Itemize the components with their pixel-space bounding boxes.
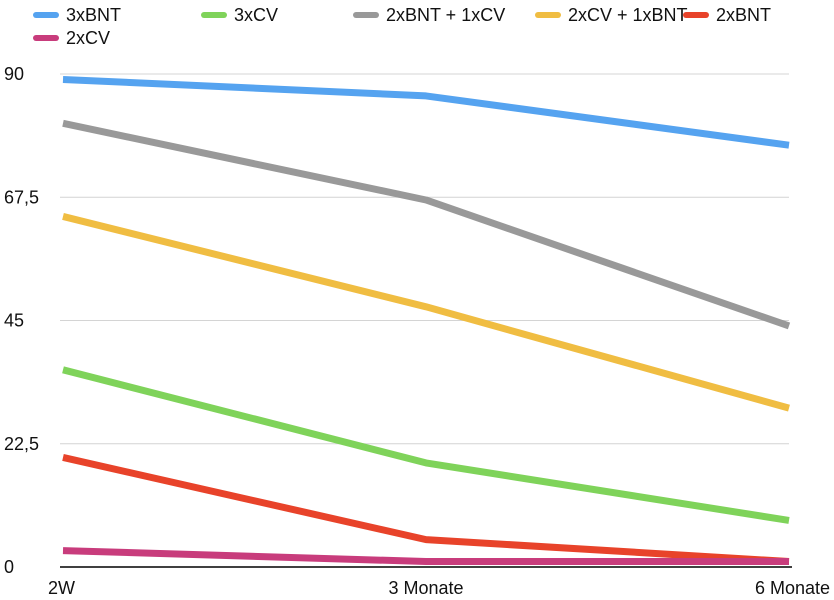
y-tick-label: 67,5 — [4, 187, 39, 207]
legend-label: 2xCV — [66, 28, 110, 48]
legend-item: 3xCV — [201, 5, 278, 25]
series-line-2xcv-1xbnt — [62, 213, 790, 412]
y-tick-label: 0 — [4, 557, 14, 577]
series-line-3xbnt — [62, 75, 790, 149]
legend-label: 2xBNT + 1xCV — [386, 5, 505, 25]
x-tick-label: 3 Monate — [388, 578, 463, 598]
legend-item: 2xCV + 1xBNT — [535, 5, 688, 25]
series-line-2xbnt — [62, 454, 790, 566]
series-line-3xcv — [62, 366, 790, 524]
legend-label: 2xCV + 1xBNT — [568, 5, 688, 25]
legend-label: 2xBNT — [716, 5, 771, 25]
x-tick-label: 2W — [48, 578, 75, 598]
series-lines — [62, 75, 791, 566]
legend-label: 3xBNT — [66, 5, 121, 25]
y-tick-label: 45 — [4, 311, 24, 331]
axes: 0 22,5 45 67,5 90 2W 3 Monate 6 Monate — [4, 64, 830, 598]
y-tick-label: 90 — [4, 64, 24, 84]
legend-label: 3xCV — [234, 5, 278, 25]
legend-item: 2xBNT + 1xCV — [353, 5, 505, 25]
series-line-2xbnt-1xcv — [62, 119, 791, 330]
legend-item: 3xBNT — [33, 5, 121, 25]
x-tick-label: 6 Monate — [755, 578, 830, 598]
legend-item: 2xCV — [33, 28, 110, 48]
y-tick-label: 22,5 — [4, 434, 39, 454]
legend: 3xBNT 3xCV 2xBNT + 1xCV 2xCV + 1xBNT 2xBNT 2x… — [33, 5, 771, 48]
legend-item: 2xBNT — [683, 5, 771, 25]
